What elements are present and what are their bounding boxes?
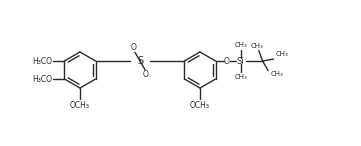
Text: S: S <box>137 56 143 66</box>
Text: H₃CO: H₃CO <box>32 57 52 66</box>
Text: O: O <box>143 70 149 79</box>
Text: CH₃: CH₃ <box>271 71 283 77</box>
Text: H₃CO: H₃CO <box>32 74 52 84</box>
Text: CH₃: CH₃ <box>251 43 263 49</box>
Text: CH₃: CH₃ <box>234 74 247 80</box>
Text: OCH₃: OCH₃ <box>190 101 210 111</box>
Text: CH₃: CH₃ <box>276 51 289 57</box>
Text: CH₃: CH₃ <box>234 42 247 48</box>
Text: O: O <box>131 43 137 52</box>
Text: O: O <box>224 57 230 66</box>
Text: Si: Si <box>237 57 244 66</box>
Text: OCH₃: OCH₃ <box>70 101 90 111</box>
